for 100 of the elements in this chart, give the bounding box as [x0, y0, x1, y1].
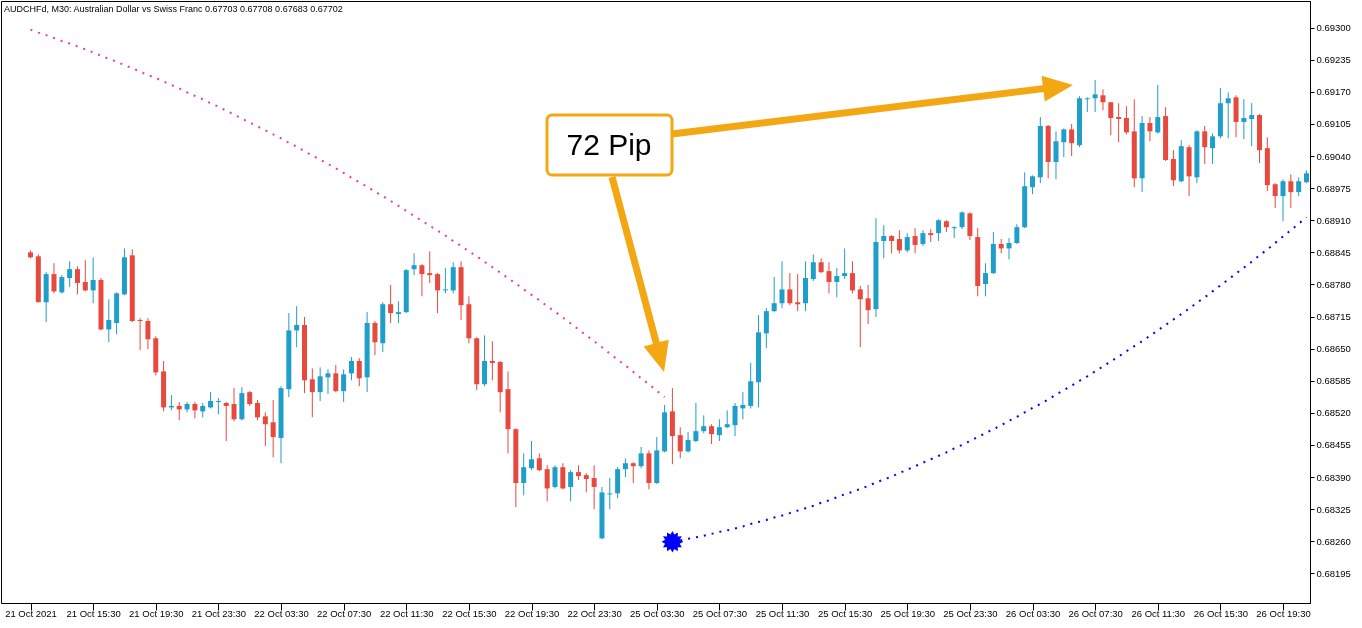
candlestick: [544, 464, 550, 502]
candlestick: [685, 431, 691, 453]
candlestick: [215, 397, 221, 415]
candlestick: [309, 367, 315, 418]
candlestick: [936, 218, 942, 242]
candlestick: [1116, 102, 1122, 143]
y-tick-label: 0.68845: [1316, 246, 1351, 258]
x-tick-label: 26 Oct 07:30: [1068, 607, 1123, 619]
y-tick-label: 0.68455: [1316, 439, 1351, 451]
candlestick: [294, 305, 300, 348]
y-tick-label: 0.68390: [1316, 471, 1351, 483]
candlestick: [771, 276, 777, 313]
candlestick: [145, 317, 151, 350]
candlestick: [411, 252, 417, 276]
candlestick: [763, 307, 769, 349]
x-tick-label: 21 Oct 2021: [5, 607, 57, 619]
candlestick: [732, 402, 738, 437]
x-tick-label: 25 Oct 07:30: [692, 607, 748, 619]
candlestick: [1288, 173, 1294, 209]
y-tick-label: 0.68975: [1316, 182, 1351, 194]
candlestick: [583, 472, 589, 493]
candlestick: [849, 260, 855, 294]
candlestick: [395, 300, 401, 324]
candlestick: [1014, 223, 1020, 245]
candlestick: [630, 461, 636, 484]
x-tick-label: 22 Oct 03:30: [254, 607, 309, 619]
x-tick-label: 22 Oct 07:30: [316, 607, 372, 619]
y-tick-label: 0.69105: [1316, 118, 1351, 130]
candlestick: [787, 272, 793, 306]
candlestick: [677, 426, 683, 459]
x-tick-label: 25 Oct 19:30: [880, 607, 935, 619]
y-tick-label: 0.69040: [1316, 150, 1351, 162]
candlestick: [967, 211, 973, 241]
y-tick-label: 0.68325: [1316, 503, 1351, 515]
candlestick: [1225, 91, 1231, 139]
y-tick-label: 0.68520: [1316, 407, 1351, 419]
candlestick: [1272, 182, 1278, 209]
x-tick-label: 21 Oct 15:30: [66, 607, 121, 619]
candlestick: [435, 272, 441, 314]
x-tick-label: 21 Oct 23:30: [191, 607, 247, 619]
candlestick: [638, 446, 644, 469]
chart-title: AUDCHFd, M30: Australian Dollar vs Swiss Franc 0.67703 0.67708 0.67683 0.67702: [4, 4, 343, 14]
x-tick-label: 26 Oct 15:30: [1193, 607, 1249, 619]
candlestick: [482, 334, 488, 387]
x-tick-label: 26 Oct 03:30: [1005, 607, 1061, 619]
candlestick: [450, 261, 456, 294]
x-tick-label: 22 Oct 19:30: [504, 607, 560, 619]
x-tick-label: 21 Oct 19:30: [129, 607, 184, 619]
candlestick: [1241, 98, 1247, 140]
candlestick: [779, 260, 785, 309]
candlestick: [521, 452, 527, 496]
candlestick: [607, 477, 613, 510]
candlestick: [1069, 123, 1075, 157]
candlestick: [333, 364, 339, 393]
candlestick: [82, 259, 88, 292]
candlestick: [1092, 79, 1098, 113]
candlestick: [59, 274, 65, 294]
candlestick: [317, 366, 323, 402]
x-tick-label: 22 Oct 23:30: [567, 607, 622, 619]
candlestick: [1296, 176, 1302, 197]
candlestick: [74, 265, 80, 295]
candlestick: [106, 298, 112, 343]
candlestick: [231, 387, 237, 422]
candlestick: [90, 256, 96, 304]
x-tick-label: 25 Oct 15:30: [817, 607, 873, 619]
y-tick-label: 0.69235: [1316, 54, 1351, 66]
x-tick-label: 22 Oct 11:30: [379, 607, 434, 619]
candlestick: [223, 401, 229, 442]
candlestick: [1084, 96, 1090, 113]
candlestick: [270, 399, 276, 458]
candlestick: [951, 225, 957, 239]
candlestick: [255, 399, 261, 421]
x-tick-label: 25 Oct 03:30: [630, 607, 685, 619]
candlestick: [716, 418, 722, 442]
candlestick: [1006, 237, 1012, 260]
candlestick: [1249, 102, 1255, 147]
candlestick: [356, 357, 362, 387]
y-tick-label: 0.68260: [1316, 535, 1351, 547]
candlestick: [857, 285, 863, 348]
candlestick: [192, 401, 198, 419]
candlestick: [388, 284, 394, 324]
candlestick: [1123, 105, 1129, 135]
y-tick-label: 0.69170: [1316, 86, 1351, 98]
candlestick: [1170, 149, 1176, 187]
candlestick: [826, 261, 832, 294]
candlestick: [693, 402, 699, 443]
y-tick-label: 0.69300: [1316, 22, 1351, 34]
candlestick: [552, 464, 558, 489]
candlestick: [842, 247, 848, 280]
candlestick: [1108, 101, 1114, 136]
candlestick: [262, 411, 268, 447]
candlestick: [810, 253, 816, 282]
y-tick-label: 0.68910: [1316, 214, 1351, 226]
candlestick: [51, 262, 57, 294]
candlestick: [709, 423, 715, 445]
candlestick: [137, 317, 143, 351]
x-tick-label: 26 Oct 11:30: [1131, 607, 1186, 619]
candlestick: [881, 224, 887, 259]
candlestick: [795, 273, 801, 312]
candlestick: [1061, 127, 1067, 158]
